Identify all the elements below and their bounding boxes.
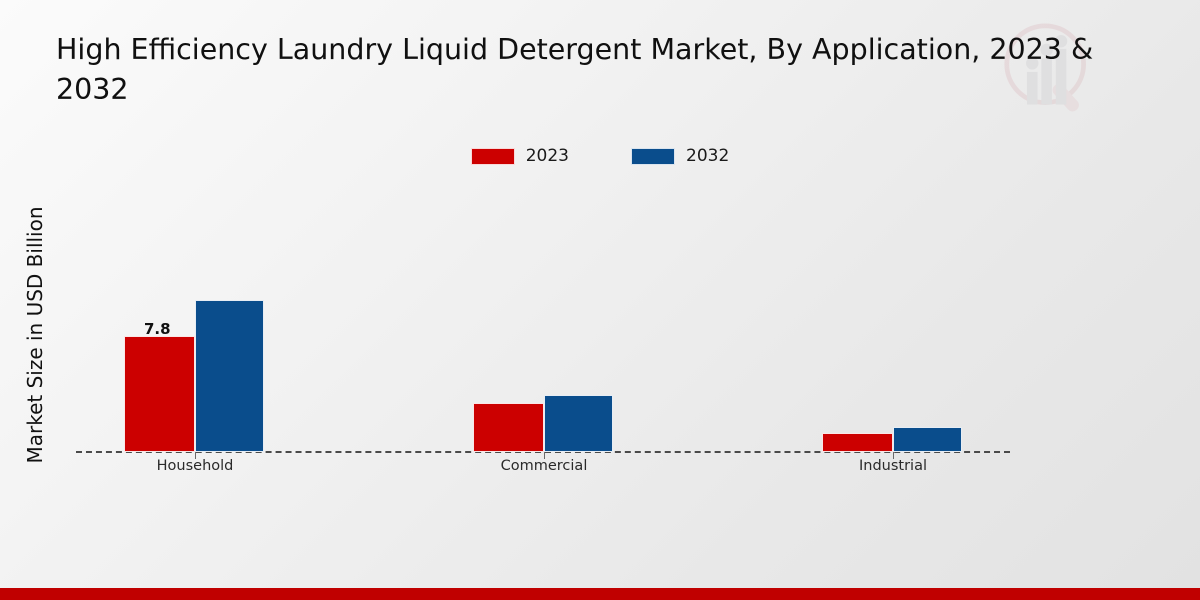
bar-industrial-2032[interactable]	[893, 427, 962, 452]
x-tick-household	[195, 452, 196, 459]
legend-label-2023: 2023	[525, 146, 569, 166]
x-tick-industrial	[893, 452, 894, 459]
x-axis-baseline	[76, 451, 1010, 453]
bar-industrial-2023[interactable]	[822, 433, 893, 452]
footer-accent-bar	[0, 588, 1200, 600]
bar-household-2032[interactable]	[195, 300, 264, 452]
x-tick-commercial	[544, 452, 545, 459]
legend-label-2032: 2032	[686, 146, 730, 166]
x-label-household: Household	[156, 458, 234, 474]
legend-item-2023[interactable]: 2023	[470, 146, 569, 166]
legend-item-2032[interactable]: 2032	[631, 146, 729, 166]
x-label-industrial: Industrial	[858, 458, 927, 474]
bar-commercial-2023[interactable]	[473, 403, 544, 452]
x-label-commercial: Commercial	[500, 458, 588, 474]
bar-commercial-2032[interactable]	[544, 395, 613, 452]
bar-value-household-2023: 7.8	[144, 320, 171, 338]
legend-swatch-2032	[631, 147, 675, 165]
legend-swatch-2023	[470, 147, 515, 165]
chart-title: High Efficiency Laundry Liquid Detergent…	[56, 33, 1103, 106]
bar-household-2023[interactable]	[124, 336, 195, 452]
chart-legend: 2023 2032	[0, 146, 1200, 166]
